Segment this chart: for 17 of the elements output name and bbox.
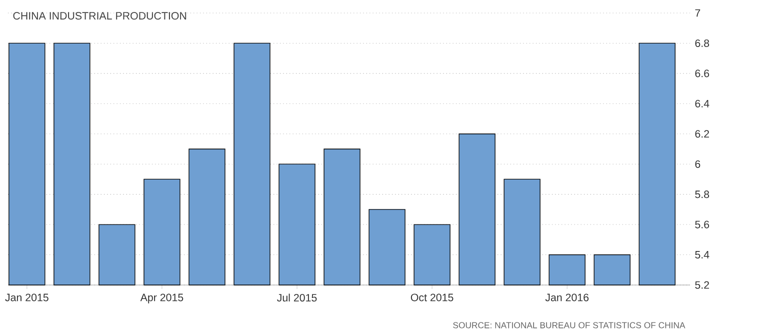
y-tick-label: 5.2 — [695, 281, 709, 289]
y-tick-label: 5.8 — [695, 190, 710, 198]
y-tick-label: 7 — [695, 9, 700, 17]
y-tick-label: 6.8 — [695, 39, 710, 47]
source-note: SOURCE: NATIONAL BUREAU OF STATISTICS OF CHINA — [453, 322, 686, 328]
y-tick-label: 6.2 — [695, 130, 709, 138]
y-tick-label: 6 — [695, 160, 700, 168]
y-tick-label: 5.6 — [695, 220, 710, 228]
y-tick-label: 5.4 — [695, 251, 710, 258]
x-tick-label: Jan 2016 — [545, 294, 589, 302]
y-tick-label: 6.6 — [695, 70, 710, 78]
x-tick-label: Oct 2015 — [410, 294, 454, 302]
x-tick-label: Jul 2015 — [277, 294, 317, 302]
x-tick-label: Jan 2015 — [5, 294, 48, 302]
x-tick-label: Apr 2015 — [140, 294, 184, 304]
y-tick-label: 6.4 — [695, 100, 710, 108]
chart-title: CHINA INDUSTRIAL PRODUCTION — [13, 12, 186, 20]
